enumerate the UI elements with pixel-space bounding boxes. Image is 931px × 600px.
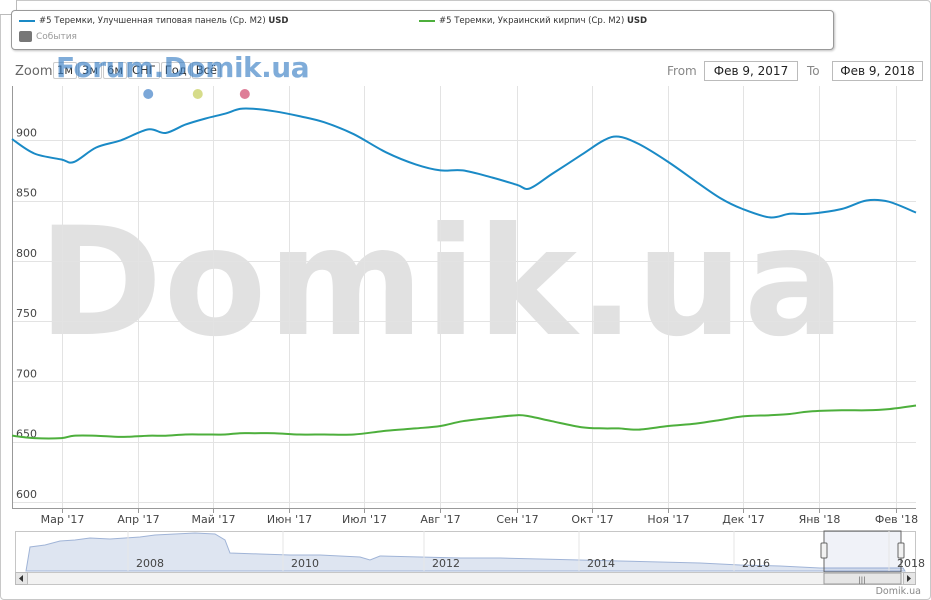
events-label: События: [36, 32, 77, 42]
x-tick-label: Мар '17: [41, 513, 85, 526]
y-tick-label: 800: [16, 247, 37, 260]
series1-swatch: [19, 19, 35, 22]
legend: #5 Теремки, Улучшенная типовая панель (С…: [11, 10, 834, 50]
series2-swatch: [419, 19, 435, 22]
zoom-label: Zoom: [15, 64, 53, 79]
x-tick-label: Дек '17: [722, 513, 765, 526]
range-from-label: From: [667, 64, 697, 78]
event-marker: [239, 89, 250, 99]
x-tick-label: Авг '17: [420, 513, 460, 526]
event-marker: [192, 89, 203, 99]
x-tick-label: Май '17: [192, 513, 236, 526]
series2-label: #5 Теремки, Украинский кирпич (Ср. М2): [439, 16, 625, 26]
navigator-year-label: 2012: [432, 557, 460, 570]
series1-unit: USD: [268, 16, 289, 26]
y-tick-label: 850: [16, 187, 37, 200]
x-tick-label: Янв '18: [799, 513, 841, 526]
zoom-all-button[interactable]: Всё: [191, 62, 222, 79]
navigator-series: [25, 532, 906, 572]
navigator-year-label: 2014: [587, 557, 615, 570]
navigator-year-label: 2008: [136, 557, 164, 570]
navigator-year-label: 2016: [742, 557, 770, 570]
scrollbar-thumb[interactable]: [823, 572, 902, 585]
series-line-2: [11, 404, 917, 440]
x-tick-label: Окт '17: [571, 513, 613, 526]
navigator-year-label: 2010: [291, 557, 319, 570]
event-marker: [143, 89, 154, 99]
legend-item-events[interactable]: События: [19, 31, 77, 42]
zoom-ytd-button[interactable]: СНГ: [128, 62, 160, 79]
x-tick-label: Сен '17: [496, 513, 538, 526]
navigator-handle-right: [897, 542, 905, 559]
chevron-right-icon: [907, 575, 911, 582]
legend-item-series1[interactable]: #5 Теремки, Улучшенная типовая панель (С…: [19, 16, 288, 26]
events-swatch: [19, 31, 32, 42]
x-tick-label: Июн '17: [267, 513, 312, 526]
domik-watermark: Domik.ua: [38, 196, 847, 370]
x-tick-label: Ноя '17: [647, 513, 689, 526]
y-tick-label: 750: [16, 307, 37, 320]
zoom-3m-button[interactable]: 3м: [78, 62, 102, 79]
series2-unit: USD: [626, 16, 648, 26]
y-tick-label: 700: [16, 367, 37, 380]
x-tick-label: Фев '18: [875, 513, 918, 526]
x-tick-label: Июл '17: [342, 513, 387, 526]
legend-item-series2[interactable]: #5 Теремки, Украинский кирпич (Ср. М2) U…: [419, 16, 647, 26]
y-tick-label: 600: [16, 488, 37, 501]
series1-label: #5 Теремки, Улучшенная типовая панель (С…: [39, 16, 266, 26]
navigator-handle-left: [820, 542, 828, 559]
zoom-buttons: 1м 3м 6м СНГ Год Всё: [53, 62, 222, 79]
scrollbar-grip-icon: |||: [858, 576, 865, 584]
zoom-1m-button[interactable]: 1м: [53, 62, 77, 79]
credit-link[interactable]: Domik.ua: [875, 586, 921, 597]
scrollbar-track: [15, 572, 916, 585]
range-to-input[interactable]: Фев 9, 2018: [832, 61, 923, 81]
zoom-6m-button[interactable]: 6м: [103, 62, 127, 79]
zoom-1y-button[interactable]: Год: [160, 62, 191, 79]
x-tick-label: Апр '17: [117, 513, 159, 526]
series-line-1: [11, 107, 917, 219]
range-from-input[interactable]: Фев 9, 2017: [704, 61, 798, 81]
chevron-left-icon: [19, 575, 23, 582]
navigator-year-label: 2018: [897, 557, 925, 570]
range-to-label: To: [807, 64, 820, 78]
forum-watermark: Forum.Domik.ua: [56, 51, 310, 84]
y-tick-label: 900: [16, 126, 37, 139]
